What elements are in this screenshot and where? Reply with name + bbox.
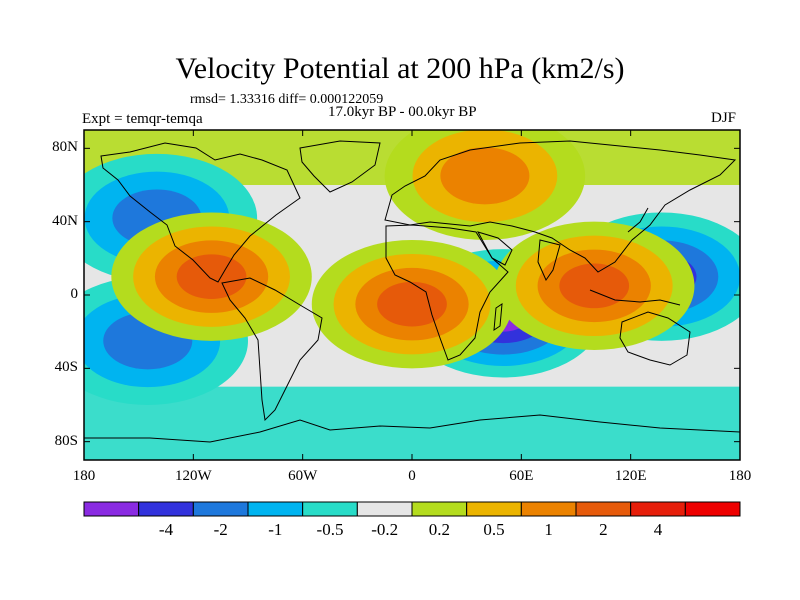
colorbar-label: 4	[653, 520, 663, 539]
coastline-arabia	[476, 231, 513, 266]
colorbar-label: 1	[544, 520, 553, 539]
colorbar-swatch	[575, 501, 632, 517]
lat-tick-label: 80S	[54, 432, 78, 449]
colorbar-swatch	[356, 501, 413, 517]
colorbar-swatch	[684, 501, 741, 517]
coastline-africa	[385, 224, 509, 361]
plot-title: Velocity Potential at 200 hPa (km2/s)	[175, 52, 625, 85]
colorbar-label: -0.2	[371, 520, 399, 539]
field-band-southern-ocean	[84, 386, 740, 460]
coastline-antarctica	[84, 414, 740, 443]
lon-tick-label: 180	[728, 468, 752, 484]
colorbar-swatch	[247, 501, 304, 517]
field-central-america-maximum	[111, 212, 312, 341]
colorbar-swatch	[411, 501, 468, 517]
lat-tick-label: 80N	[52, 139, 78, 156]
colorbar-swatch	[302, 501, 358, 517]
experiment-label: Expt = temqr-temqa	[82, 111, 203, 127]
lat-tick-label: 40S	[54, 359, 78, 376]
colorbar-swatch	[630, 501, 686, 517]
coastline-greenland	[299, 140, 381, 193]
field-eurasia-maximum	[384, 130, 586, 240]
coastline-indonesia	[589, 289, 681, 306]
lon-tick-label: 60E	[509, 468, 534, 484]
period-line: 17.0kyr BP - 00.0kyr BP	[328, 104, 477, 120]
lon-tick-label: 0	[408, 468, 416, 484]
field-south-atlantic-maximum	[311, 240, 513, 369]
stats-line: rmsd= 1.33316 diff= 0.000122059	[190, 92, 384, 107]
colorbar-label: -1	[268, 520, 283, 539]
colorbar-label: 2	[599, 520, 608, 539]
coastline-south-america	[221, 277, 323, 422]
coastline-madagascar	[493, 303, 503, 331]
colorbar	[83, 501, 741, 517]
colorbar-label: -0.5	[316, 520, 344, 539]
colorbar-label: 0.5	[483, 520, 505, 539]
coastlines	[84, 140, 740, 443]
coastline-north-america	[100, 142, 301, 283]
contour-field	[84, 130, 740, 460]
coastline-japan	[627, 207, 649, 233]
colorbar-swatch	[83, 501, 140, 517]
colorbar-swatch	[466, 501, 522, 517]
colorbar-swatch	[192, 501, 249, 517]
lon-tick-label: 180	[72, 468, 96, 484]
lon-tick-label: 120W	[174, 468, 212, 484]
season-label: DJF	[711, 110, 737, 126]
colorbar-label: -4	[158, 520, 174, 539]
lat-tick-label: 40N	[52, 212, 78, 229]
colorbar-swatch	[520, 501, 577, 517]
field-maritime-continent-maximum	[494, 221, 695, 350]
coastline-australia	[619, 311, 691, 366]
coastline-india	[537, 239, 561, 282]
lat-tick-label: 0	[70, 286, 79, 302]
lon-tick-label: 60W	[288, 468, 318, 484]
lon-tick-label: 120E	[614, 468, 647, 484]
colorbar-label: -2	[213, 520, 228, 539]
colorbar-label: 0.2	[428, 520, 450, 539]
colorbar-swatch	[138, 501, 194, 517]
coastline-eurasia	[384, 140, 737, 273]
